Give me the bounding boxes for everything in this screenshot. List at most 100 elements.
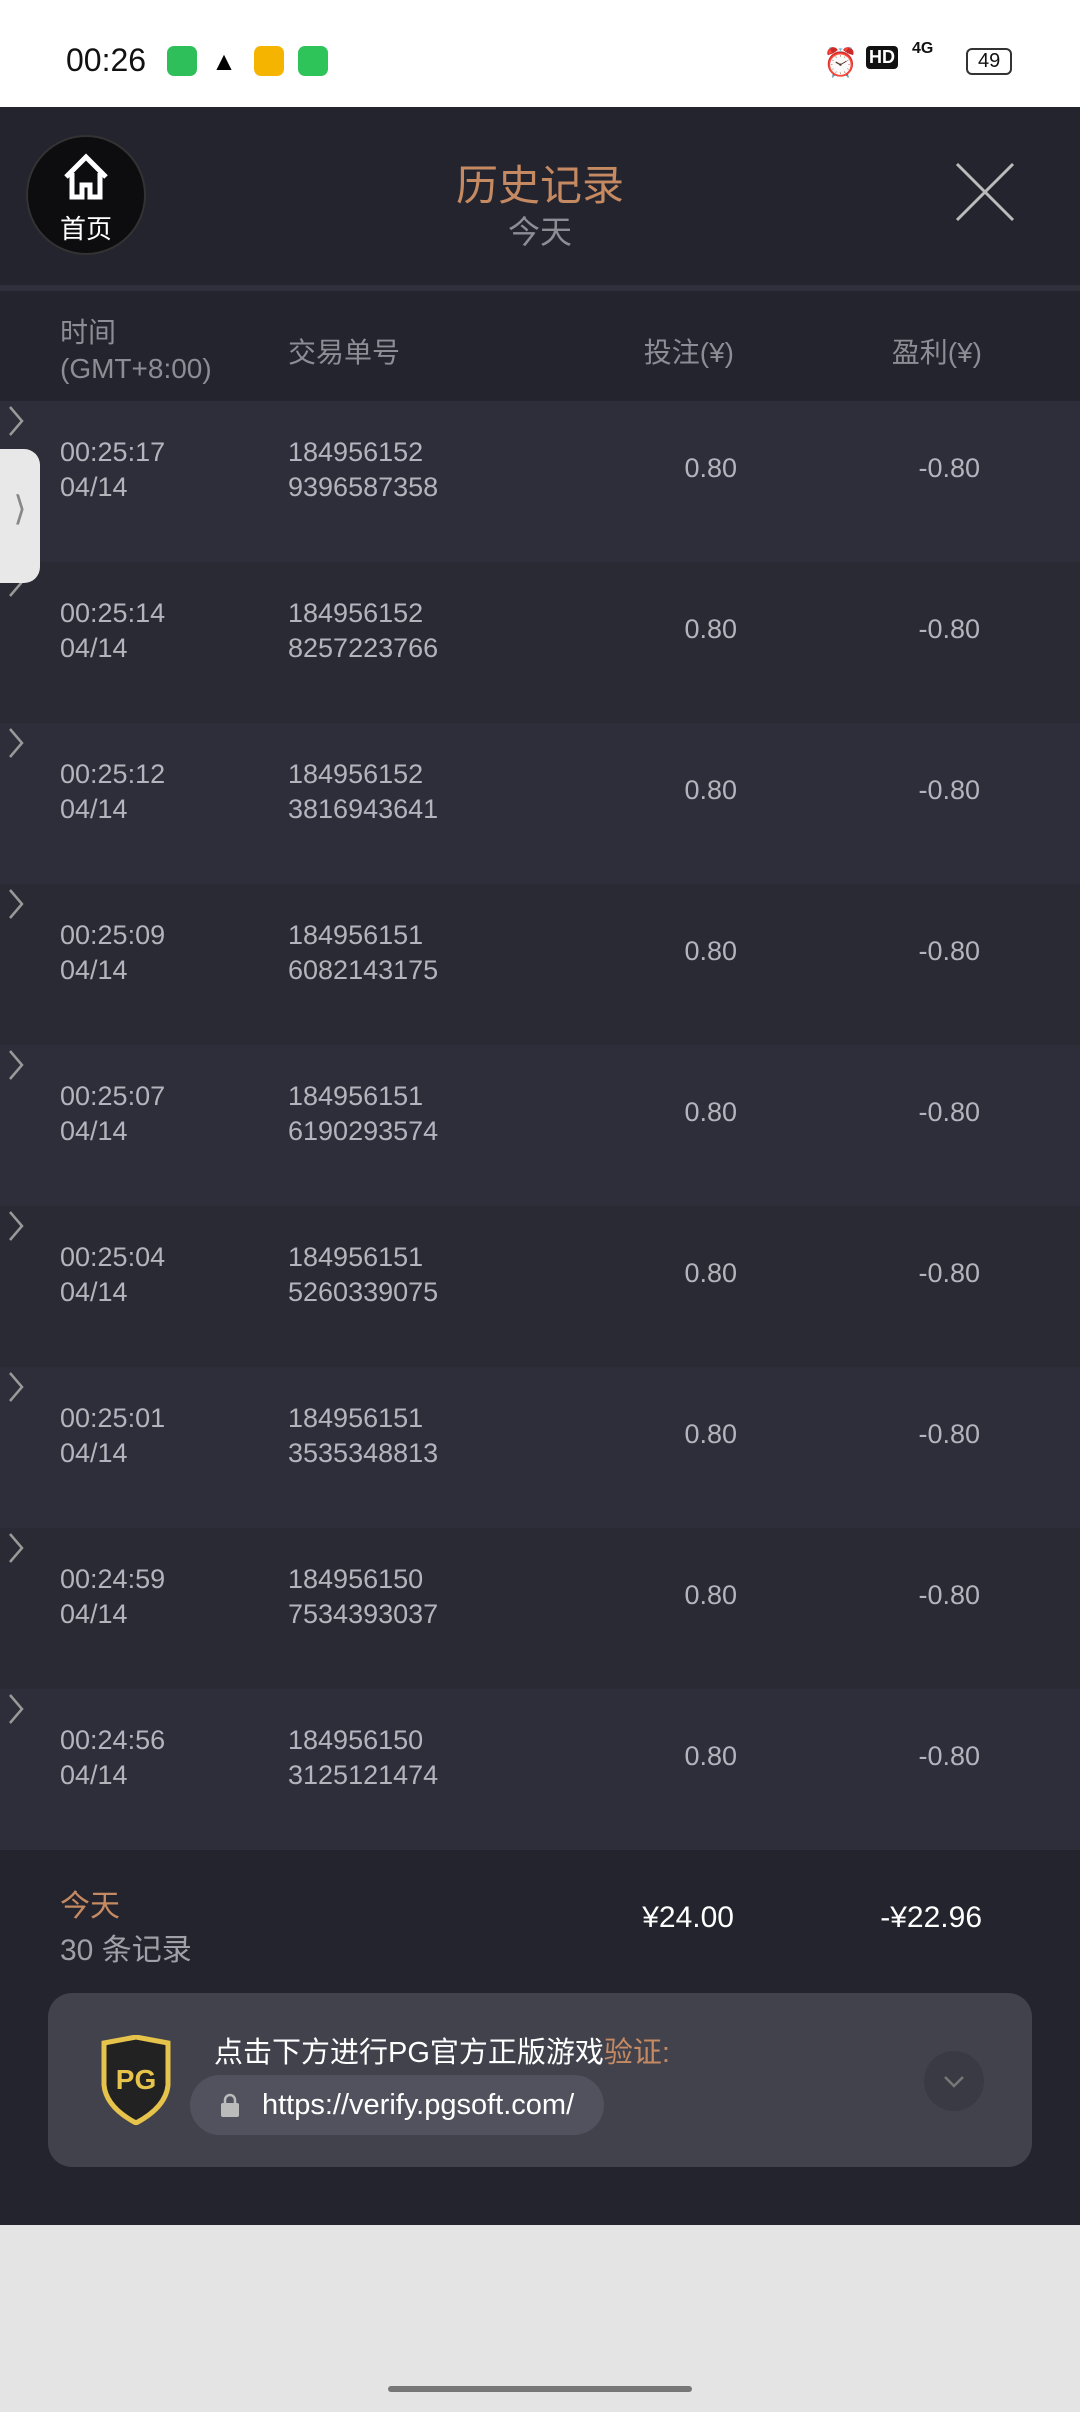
summary-period: 今天 xyxy=(60,1890,120,1923)
row-time: 00:25:12 04/14 xyxy=(60,757,165,827)
row-profit: -0.80 xyxy=(918,1580,980,1610)
order-id-part2: 6190293574 xyxy=(288,1116,439,1146)
verify-url-link[interactable]: https://verify.pgsoft.com/ xyxy=(190,2075,605,2135)
table-row[interactable]: 00:25:12 04/14 184956152 3816943641 0.80 -… xyxy=(0,723,1080,884)
table-row[interactable]: 00:25:04 04/14 184956151 5260339075 0.80 -… xyxy=(0,1206,1080,1367)
col-time: 时间 xyxy=(60,317,117,348)
clock: 00:26 xyxy=(66,42,147,78)
order-id-part2: 6082143175 xyxy=(288,955,439,985)
row-order-id: 184956151 3535348813 xyxy=(288,1401,438,1471)
chevron-right-icon[interactable] xyxy=(0,401,30,441)
date: 04/14 xyxy=(60,1116,128,1146)
order-id-part1: 184956151 xyxy=(288,1242,424,1272)
close-icon[interactable] xyxy=(955,162,1015,222)
time: 00:24:59 xyxy=(60,1564,166,1594)
row-order-id: 184956151 6082143175 xyxy=(288,918,438,988)
home-icon xyxy=(64,153,108,200)
order-id-part2: 8257223766 xyxy=(288,633,439,663)
row-bet: 0.80 xyxy=(684,936,737,966)
home-label: 首页 xyxy=(59,214,112,244)
row-time: 00:25:17 04/14 xyxy=(60,435,165,505)
row-profit: -0.80 xyxy=(918,1741,980,1771)
chevron-right-icon[interactable] xyxy=(0,723,30,763)
row-order-id: 184956152 3816943641 xyxy=(288,757,438,827)
chevron-right-icon[interactable] xyxy=(0,1528,30,1568)
row-bet: 0.80 xyxy=(684,775,737,805)
row-order-id: 184956152 9396587358 xyxy=(288,435,438,505)
row-bet: 0.80 xyxy=(684,1741,737,1771)
time: 00:25:04 xyxy=(60,1242,166,1272)
messages-icon xyxy=(167,46,197,76)
chevron-right-icon[interactable] xyxy=(0,1367,30,1407)
date-filter[interactable]: 今天 xyxy=(507,214,572,250)
order-id-part1: 184956151 xyxy=(288,1403,424,1433)
page-title: 历史记录 xyxy=(455,162,624,209)
record-list: 00:25:17 04/14 184956152 9396587358 0.80 -… xyxy=(0,401,1080,1850)
time: 00:25:09 xyxy=(60,920,166,950)
total-profit: -¥22.96 xyxy=(880,1901,982,1934)
home-indicator[interactable] xyxy=(388,2386,692,2392)
order-id-part2: 5260339075 xyxy=(288,1277,439,1307)
table-row[interactable]: 00:25:14 04/14 184956152 8257223766 0.80 -… xyxy=(0,562,1080,723)
row-time: 00:25:04 04/14 xyxy=(60,1240,165,1310)
verify-card: PG 点击下方进行PG官方正版游戏验证: https://verify.pgso… xyxy=(48,1993,1032,2167)
date: 04/14 xyxy=(60,1438,128,1468)
chevron-right-icon[interactable] xyxy=(0,1045,30,1085)
date: 04/14 xyxy=(60,794,128,824)
order-id-part1: 184956152 xyxy=(288,437,424,467)
order-id-part1: 184956151 xyxy=(288,920,424,950)
order-id-part1: 184956150 xyxy=(288,1725,424,1755)
table-row[interactable]: 00:25:01 04/14 184956151 3535348813 0.80 -… xyxy=(0,1367,1080,1528)
history-panel: 历史记录 今天 首页 时间 (GMT+8:00) 交易单号 投注(¥) 盈利(¥… xyxy=(0,107,1080,2225)
verify-text: 点击下方进行PG官方正版游戏 xyxy=(214,2037,604,2069)
table-row[interactable]: 00:24:59 04/14 184956150 7534393037 0.80 -… xyxy=(0,1528,1080,1689)
row-profit: -0.80 xyxy=(918,614,980,644)
home-button[interactable]: 首页 xyxy=(26,135,146,255)
row-bet: 0.80 xyxy=(684,1580,737,1610)
order-id-part1: 184956152 xyxy=(288,598,424,628)
date: 04/14 xyxy=(60,955,128,985)
row-profit: -0.80 xyxy=(918,775,980,805)
row-time: 00:25:14 04/14 xyxy=(60,596,165,666)
alarm-icon: ⏰ xyxy=(823,47,858,78)
lock-icon xyxy=(221,2093,239,2117)
upload-icon xyxy=(298,46,328,76)
table-row[interactable]: 00:25:17 04/14 184956152 9396587358 0.80 -… xyxy=(0,401,1080,562)
table-row[interactable]: 00:24:56 04/14 184956150 3125121474 0.80 -… xyxy=(0,1689,1080,1850)
col-profit: 盈利(¥) xyxy=(891,337,982,368)
date: 04/14 xyxy=(60,1760,128,1790)
summary: 今天 30 条记录 ¥24.00 -¥22.96 xyxy=(0,1849,1080,1989)
side-drawer-handle[interactable]: ⟩ xyxy=(0,449,40,583)
order-id-part2: 9396587358 xyxy=(288,472,439,502)
date: 04/14 xyxy=(60,1599,128,1629)
pg-shield-logo: PG xyxy=(101,2035,171,2125)
chevron-right-icon[interactable] xyxy=(0,1689,30,1729)
hd-icon: HD xyxy=(866,46,898,69)
order-id-part1: 184956150 xyxy=(288,1564,424,1594)
signal-icon: 4G xyxy=(912,40,934,57)
order-id-part2: 3535348813 xyxy=(288,1438,439,1468)
row-time: 00:25:09 04/14 xyxy=(60,918,165,988)
order-id-part2: 7534393037 xyxy=(288,1599,439,1629)
chevron-right-icon[interactable] xyxy=(0,1206,30,1246)
expand-button[interactable] xyxy=(924,2051,984,2111)
order-id-part1: 184956152 xyxy=(288,759,424,789)
chevron-right-icon[interactable] xyxy=(0,884,30,924)
time: 00:25:12 xyxy=(60,759,166,789)
row-time: 00:24:59 04/14 xyxy=(60,1562,165,1632)
row-order-id: 184956151 6190293574 xyxy=(288,1079,438,1149)
table-row[interactable]: 00:25:07 04/14 184956151 6190293574 0.80 -… xyxy=(0,1045,1080,1206)
verify-highlight: 验证: xyxy=(603,2037,670,2069)
row-bet: 0.80 xyxy=(684,453,737,483)
row-time: 00:25:01 04/14 xyxy=(60,1401,165,1471)
row-profit: -0.80 xyxy=(918,1419,980,1449)
row-order-id: 184956150 7534393037 xyxy=(288,1562,438,1632)
table-row[interactable]: 00:25:09 04/14 184956151 6082143175 0.80 -… xyxy=(0,884,1080,1045)
header: 历史记录 今天 首页 xyxy=(0,107,1080,287)
chevron-down-icon xyxy=(944,2076,964,2088)
verify-url: https://verify.pgsoft.com/ xyxy=(262,2089,575,2121)
row-bet: 0.80 xyxy=(684,1097,737,1127)
divider xyxy=(0,285,1080,291)
row-time: 00:25:07 04/14 xyxy=(60,1079,165,1149)
total-bet: ¥24.00 xyxy=(642,1901,734,1934)
